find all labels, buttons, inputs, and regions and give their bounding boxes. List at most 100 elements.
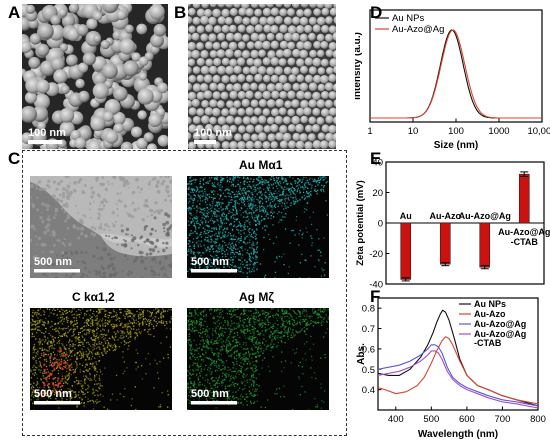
eds-dot [32,347,34,350]
eds-dot [35,360,37,362]
eds-dot [207,381,209,383]
eds-dot [130,328,133,330]
eds-dot [257,315,260,317]
eds-dot [205,182,207,184]
eds-dot [213,388,215,390]
eds-dot [211,371,213,373]
tem-grain [80,220,84,225]
eds-dot [253,385,255,387]
sem-particle [233,32,243,42]
eds-dot [62,344,64,346]
eds-dot [111,346,113,349]
eds-dot [34,324,37,327]
eds-dot [62,309,64,311]
eds-dot [144,329,146,331]
eds-dot [266,346,268,348]
tem-grain [155,184,159,189]
eds-dot [225,188,227,191]
eds-dot [221,380,223,382]
eds-dot [104,325,106,327]
eds-dot [198,323,200,325]
eds-dot [245,325,247,327]
eds-dot [110,345,112,347]
eds-dot [235,226,237,228]
eds-dot [114,344,117,347]
sem-particle [287,8,295,17]
eds-dot [265,225,267,227]
eds-dot [236,384,238,386]
eds-dot [230,256,232,259]
eds-dot [207,231,210,234]
eds-dot [83,345,85,348]
sem-particle [146,143,158,149]
sem-particle [270,40,279,49]
eds-dot [293,321,296,324]
eds-dot [191,198,193,200]
eds-dot [120,322,122,325]
eds-dot [231,370,233,373]
eds-dot [79,313,81,316]
eds-dot [309,216,311,218]
eds-dot [86,332,88,334]
eds-dot [200,340,202,342]
eds-dot [58,342,61,344]
eds-dot [284,228,287,230]
eds-dot [155,311,157,314]
eds-dot [90,358,92,360]
sem-particle [266,16,275,25]
eds-dot [235,212,237,214]
eds-dot [246,226,249,228]
eds-dot [77,351,80,354]
eds-dot [277,178,279,180]
eds-dot [226,346,228,348]
tem-grain [111,182,114,185]
eds-dot [292,229,295,232]
eds-dot [246,252,248,254]
eds-dot [234,370,236,372]
eds-dot [111,336,114,339]
eds-dot [229,379,231,382]
eds-dot [306,182,308,184]
eds-dot [236,326,238,328]
eds-dot [189,180,191,183]
eds-dot [39,341,41,344]
tem-grain [92,233,97,237]
eds-dot [32,311,34,314]
eds-dot [89,400,91,402]
sem-particle [122,60,139,77]
eds-dot [250,392,252,394]
eds-dot [199,329,202,331]
eds-dot [269,238,271,240]
sem-particle [188,33,193,41]
eds-dot [129,322,131,324]
eds-dot [92,322,94,324]
eds-dot [56,354,58,356]
eds-dot [211,196,213,199]
eds-dot [190,195,192,197]
eds-dot [53,340,55,342]
tem-grain [45,203,49,208]
tem-grain [140,187,143,191]
eds-dot [231,264,233,266]
eds-dot [80,402,83,404]
eds-dot [202,310,204,312]
eds-dot [259,210,261,212]
eds-dot [292,190,294,192]
sem-particle [320,41,329,49]
eds-dot [85,369,87,371]
tem-grain [150,269,154,273]
eds-dot [255,189,257,191]
eds-dot [233,356,235,358]
eds-dot [205,232,207,235]
eds-dot [284,327,286,329]
eds-dot [55,330,57,332]
eds-dot [169,328,172,330]
eds-dot [203,239,206,241]
eds-dot [192,373,194,375]
eds-dot [58,382,61,385]
eds-dot [212,185,214,187]
eds-dot [147,320,149,322]
eds-dot [67,395,69,398]
eds-dot [246,249,249,252]
eds-dot [226,176,228,178]
